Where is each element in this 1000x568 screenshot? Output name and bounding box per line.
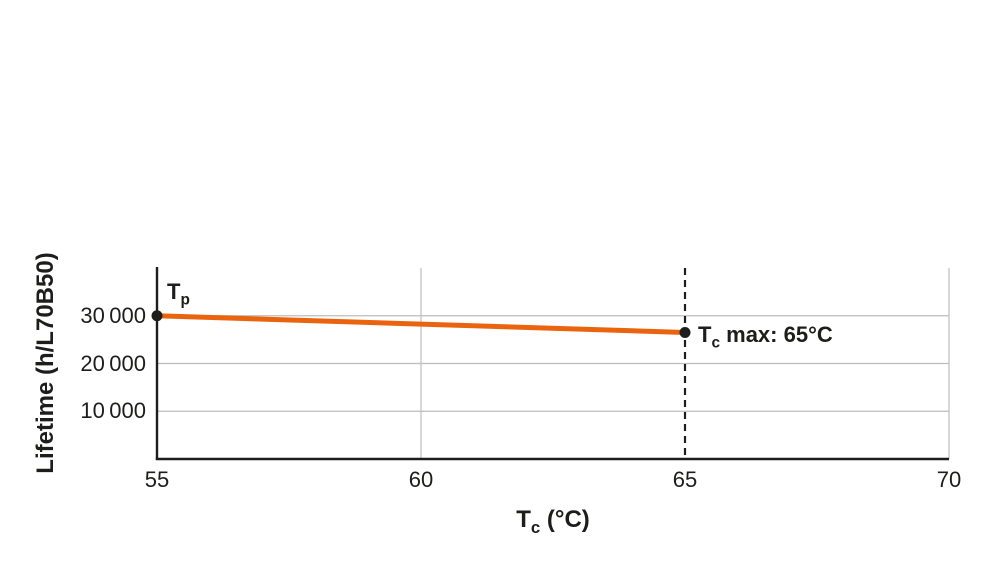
y-tick-label: 20 000	[80, 350, 146, 376]
x-axis-title: Tc (°C)	[516, 506, 590, 538]
annotation-rest: max: 65°C	[720, 322, 833, 348]
x-tick-label: 60	[408, 467, 434, 492]
data-point-marker	[151, 310, 163, 322]
annotation-main: T	[698, 322, 712, 348]
x-axis-title-rest: (°C)	[540, 506, 590, 533]
x-axis-title-sub: c	[530, 517, 541, 537]
series-line-lifetime-vs-tc	[156, 313, 686, 335]
x-tick-label: 65	[672, 467, 698, 492]
annotation-sub: p	[180, 291, 190, 309]
x-axis-title-main: T	[516, 506, 531, 533]
x-tick-label: 70	[936, 467, 962, 492]
annotation-main: T	[167, 278, 181, 304]
y-tick-label: 10 000	[80, 398, 146, 424]
x-tick-label: 55	[144, 467, 170, 492]
annotation-sub: c	[711, 334, 721, 352]
y-axis-title: Lifetime (h/L70B50)	[32, 252, 59, 474]
annotation-tp: Tp	[167, 279, 190, 309]
annotation-tc-max: Tc max: 65°C	[698, 322, 833, 352]
y-tick-label: 30 000	[80, 302, 146, 328]
data-point-marker	[679, 326, 691, 338]
